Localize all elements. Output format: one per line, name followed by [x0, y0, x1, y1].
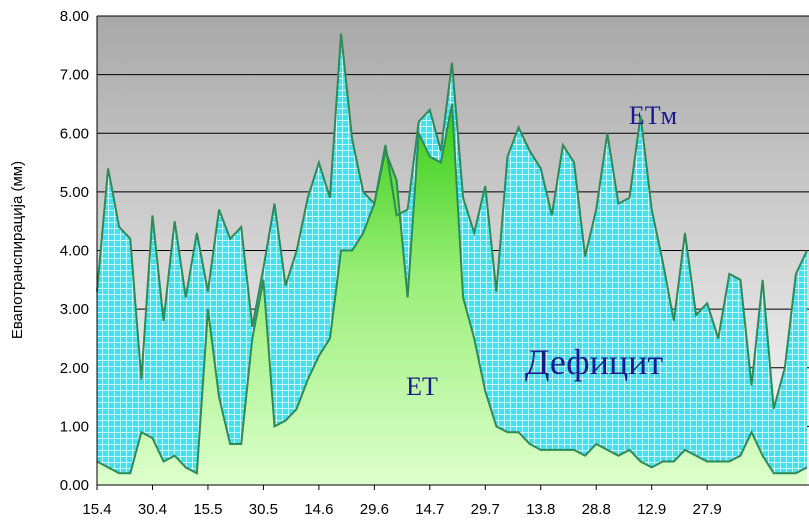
y-tick-label: 1.00: [60, 418, 89, 435]
series-line: [96, 33, 808, 410]
y-axis-label: Евапотранспирација (мм): [9, 161, 26, 339]
x-tick-label: 15.4: [82, 501, 111, 518]
series-label: ETм: [629, 101, 677, 130]
x-tick-label: 28.8: [582, 501, 611, 518]
x-tick-label: 14.6: [304, 501, 333, 518]
y-tick-label: 6.00: [60, 125, 89, 142]
y-tick-label: 7.00: [60, 67, 89, 84]
x-tick-label: 29.7: [471, 501, 500, 518]
series-label: ET: [406, 372, 438, 401]
annotation: Дефицит: [525, 342, 664, 382]
x-tick-label: 29.6: [360, 501, 389, 518]
x-tick-label: 30.4: [138, 501, 167, 518]
y-tick-label: 8.00: [60, 8, 89, 25]
y-tick-label: 5.00: [60, 184, 89, 201]
x-tick-label: 12.9: [637, 501, 666, 518]
x-tick-label: 30.5: [249, 501, 278, 518]
x-tick-label: 14.7: [415, 501, 444, 518]
y-tick-label: 2.00: [60, 360, 89, 377]
y-tick-label: 0.00: [60, 477, 89, 494]
y-tick-label: 4.00: [60, 243, 89, 260]
x-tick-label: 15.5: [193, 501, 222, 518]
area: [97, 103, 807, 485]
x-tick-label: 27.9: [693, 501, 722, 518]
y-tick-label: 3.00: [60, 301, 89, 318]
series-line: [96, 103, 808, 475]
x-tick-label: 13.8: [526, 501, 555, 518]
